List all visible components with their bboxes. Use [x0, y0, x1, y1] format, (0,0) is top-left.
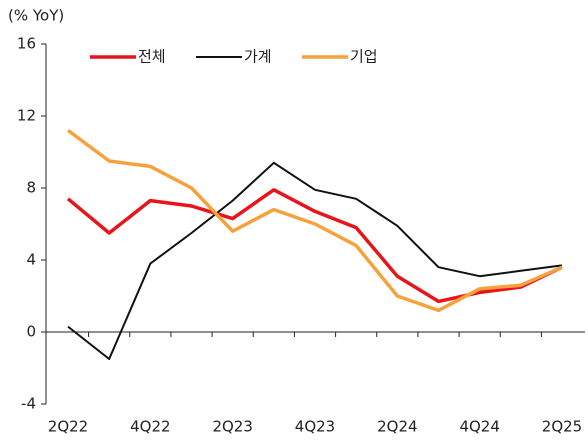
- x-tick-label: 4Q23: [295, 418, 335, 436]
- y-tick-label: 0: [26, 323, 36, 341]
- y-tick-label: 12: [17, 107, 36, 125]
- x-tick-label: 2Q25: [542, 418, 582, 436]
- x-tick-label: 2Q22: [48, 418, 88, 436]
- y-tick-label: 4: [26, 251, 36, 269]
- y-tick-label: -4: [21, 395, 36, 413]
- series-line: [66, 188, 563, 304]
- y-tick-label: 8: [26, 179, 36, 197]
- y-axis-label: (% YoY): [8, 7, 64, 25]
- series-line: [67, 161, 563, 360]
- series-line: [66, 128, 563, 313]
- legend-label: 전체: [138, 48, 166, 66]
- y-tick-label: 16: [17, 35, 36, 53]
- legend-label: 기업: [350, 48, 378, 66]
- legend-label: 가계: [244, 48, 272, 66]
- x-tick-label: 2Q23: [212, 418, 252, 436]
- x-tick-label: 4Q22: [130, 418, 170, 436]
- x-tick-label: 2Q24: [377, 418, 417, 436]
- x-tick-label: 4Q24: [459, 418, 499, 436]
